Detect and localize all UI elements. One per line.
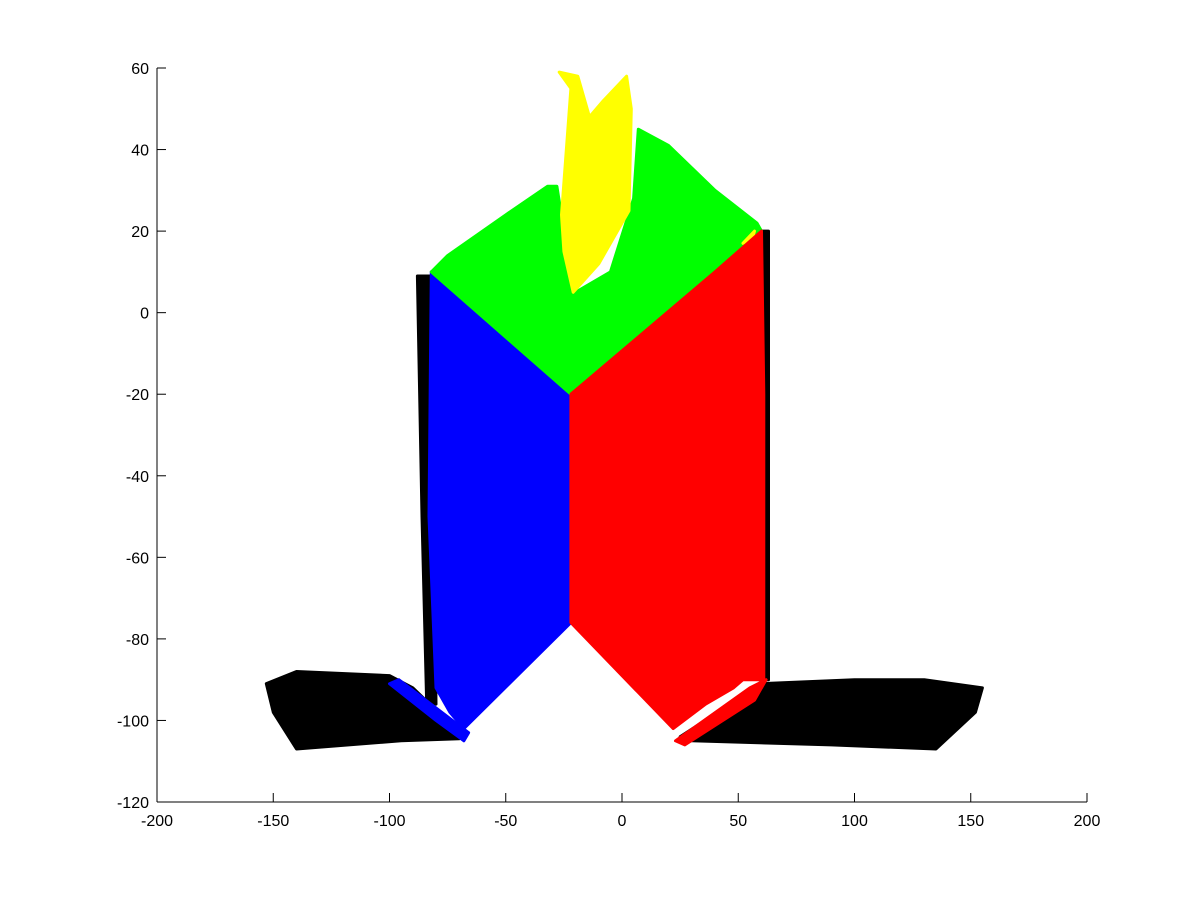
x-tick-label: -50 — [494, 813, 517, 830]
x-tick-label: 0 — [618, 813, 627, 830]
y-tick-label: 40 — [131, 143, 149, 160]
x-tick-label: 150 — [957, 813, 984, 830]
x-tick-label: 100 — [841, 813, 868, 830]
y-tick-label: -40 — [126, 469, 149, 486]
y-tick-label: -20 — [126, 387, 149, 404]
x-tick-label: 200 — [1074, 813, 1101, 830]
point-cloud-region-4-0 — [569, 229, 766, 731]
x-tick-label: -200 — [141, 813, 173, 830]
y-tick-label: 20 — [131, 224, 149, 241]
y-tick-label: 60 — [131, 61, 149, 78]
point-cloud-series-4 — [569, 229, 768, 747]
point-clouds — [264, 70, 984, 751]
point-cloud-series-1 — [388, 270, 573, 743]
y-tick-label: -120 — [117, 795, 149, 812]
x-axis-ticks: -200 -150 -100 -50 0 50 100 150 200 — [141, 793, 1100, 830]
x-tick-label: -100 — [373, 813, 405, 830]
y-tick-label: 0 — [140, 306, 149, 323]
y-tick-label: -60 — [126, 550, 149, 567]
y-axis-ticks: -120 -100 -80 -60 -40 -20 0 20 40 60 — [117, 61, 166, 812]
y-tick-label: -100 — [117, 713, 149, 730]
y-tick-label: -80 — [126, 632, 149, 649]
point-cloud-region-3-2 — [741, 229, 756, 245]
point-cloud-region-1-1 — [388, 678, 471, 743]
x-tick-label: -150 — [257, 813, 289, 830]
point-cloud-region-3-0 — [557, 70, 633, 294]
point-cloud-region-4-1 — [674, 678, 768, 747]
x-tick-label: 50 — [729, 813, 747, 830]
